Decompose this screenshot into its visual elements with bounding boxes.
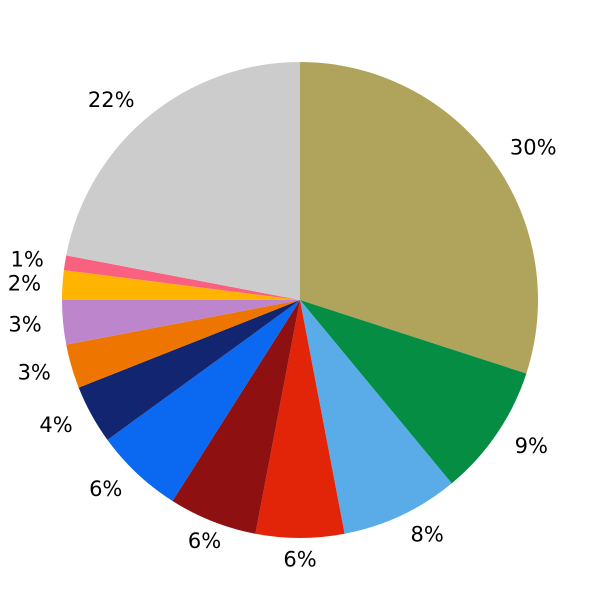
pie-slice-amber xyxy=(62,270,300,300)
pie-slice-red xyxy=(255,300,345,538)
slice-label-10: 1% xyxy=(10,247,43,271)
slice-label-5: 6% xyxy=(89,477,122,501)
slice-label-3: 6% xyxy=(283,547,316,571)
slice-label-1: 9% xyxy=(515,434,548,458)
slice-label-9: 2% xyxy=(8,272,41,296)
pie-slice-navy xyxy=(78,300,301,440)
slice-label-8: 3% xyxy=(8,312,41,336)
slice-label-6: 4% xyxy=(39,413,72,437)
pie-slice-light-blue xyxy=(300,300,452,534)
pie-slice-pink xyxy=(63,255,300,300)
slice-label-0: 30% xyxy=(510,136,557,160)
slice-label-2: 8% xyxy=(411,523,444,547)
pie-slice-light-gray xyxy=(66,62,300,300)
pie-slice-green xyxy=(300,300,527,484)
pie-slice-dark-red xyxy=(172,300,300,534)
slice-label-7: 3% xyxy=(18,360,51,384)
slice-label-4: 6% xyxy=(188,529,221,553)
pie-slice-plum xyxy=(62,300,300,345)
pie-slice-blue xyxy=(107,300,300,501)
pie-slice-dark-khaki xyxy=(300,62,538,374)
slice-label-11: 22% xyxy=(88,88,135,112)
pie-slice-orange xyxy=(66,300,300,388)
